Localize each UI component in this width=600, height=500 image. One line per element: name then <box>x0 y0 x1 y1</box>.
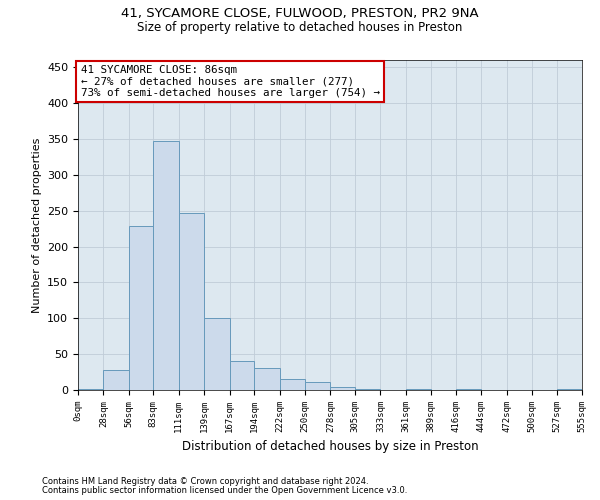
Text: Contains HM Land Registry data © Crown copyright and database right 2024.: Contains HM Land Registry data © Crown c… <box>42 477 368 486</box>
Bar <box>179 213 204 390</box>
Bar <box>78 388 103 390</box>
Bar <box>557 388 582 390</box>
Bar <box>331 387 355 390</box>
Bar <box>456 388 481 390</box>
Bar <box>305 382 331 390</box>
Bar <box>129 226 154 390</box>
Bar <box>254 368 280 390</box>
Bar <box>406 388 431 390</box>
Bar <box>230 360 254 390</box>
Text: 41 SYCAMORE CLOSE: 86sqm
← 27% of detached houses are smaller (277)
73% of semi-: 41 SYCAMORE CLOSE: 86sqm ← 27% of detach… <box>80 65 380 98</box>
Bar <box>103 370 129 390</box>
Text: 41, SYCAMORE CLOSE, FULWOOD, PRESTON, PR2 9NA: 41, SYCAMORE CLOSE, FULWOOD, PRESTON, PR… <box>121 8 479 20</box>
Bar <box>280 379 305 390</box>
Text: Contains public sector information licensed under the Open Government Licence v3: Contains public sector information licen… <box>42 486 407 495</box>
Bar <box>355 388 380 390</box>
Y-axis label: Number of detached properties: Number of detached properties <box>32 138 41 312</box>
Bar <box>154 141 179 390</box>
Text: Size of property relative to detached houses in Preston: Size of property relative to detached ho… <box>137 21 463 34</box>
Bar <box>204 318 230 390</box>
X-axis label: Distribution of detached houses by size in Preston: Distribution of detached houses by size … <box>182 440 478 454</box>
